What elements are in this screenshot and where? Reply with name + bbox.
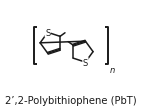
Text: n: n	[110, 66, 115, 75]
Text: 2’,2-Polybithiophene (PbT): 2’,2-Polybithiophene (PbT)	[5, 95, 137, 105]
Text: S: S	[83, 58, 88, 67]
Text: S: S	[45, 29, 50, 38]
